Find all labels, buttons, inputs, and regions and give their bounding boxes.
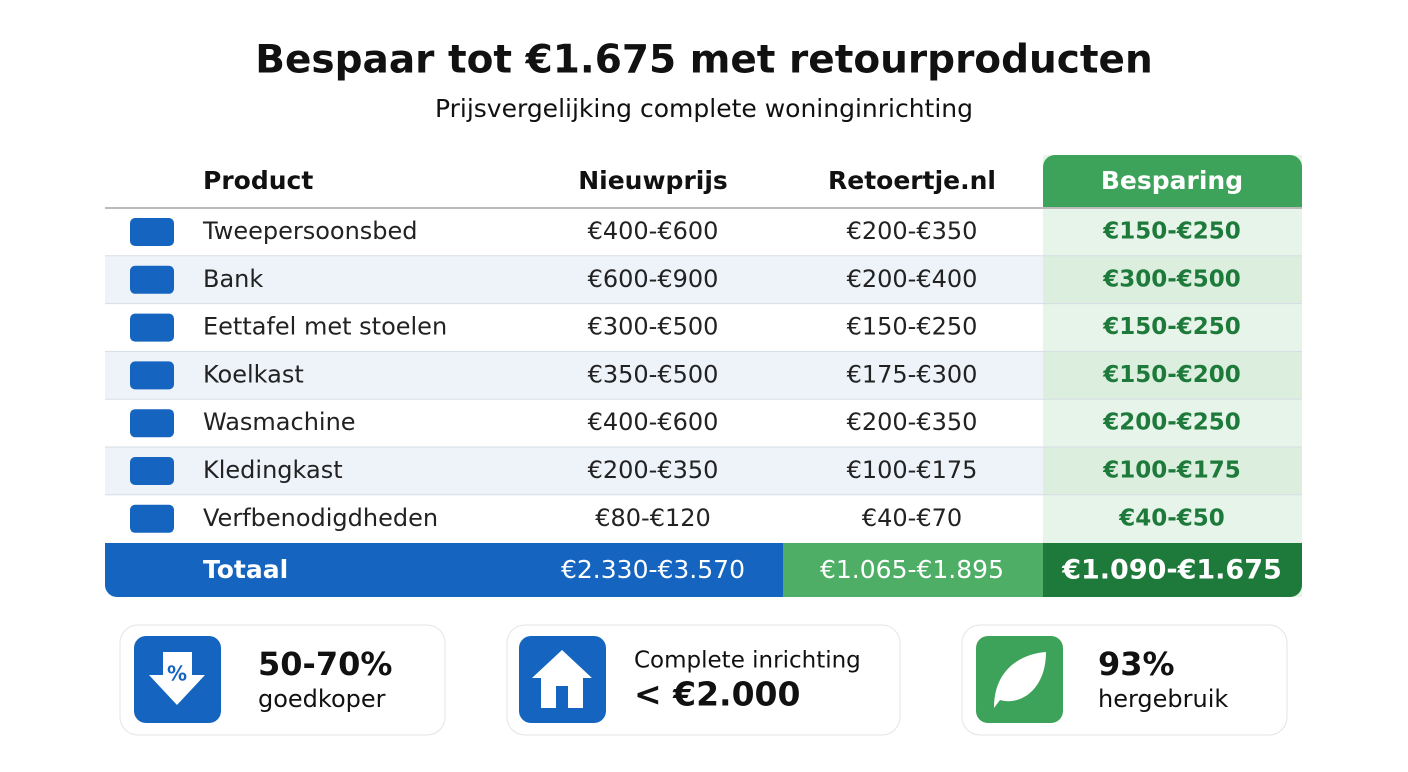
- total-cell: €2.330-€3.570: [561, 555, 745, 584]
- percent-sign: %: [167, 662, 187, 686]
- cards: [119, 624, 1288, 736]
- product-name: Bank: [203, 265, 263, 293]
- price: €100-€175: [1102, 458, 1241, 484]
- card-label: hergebruik: [1098, 685, 1228, 713]
- row-band: [105, 447, 1043, 495]
- price: €600-€900: [588, 265, 719, 293]
- price: €400-€600: [588, 217, 719, 245]
- product-icon: [130, 361, 174, 390]
- product-icon: [130, 409, 174, 438]
- price: €300-€500: [1102, 266, 1241, 292]
- total-cell: Totaal: [203, 555, 288, 584]
- price: €40-€50: [1118, 505, 1225, 531]
- product-icon: [130, 504, 174, 533]
- card-label: Complete inrichting: [634, 648, 861, 674]
- price: €400-€600: [588, 408, 719, 436]
- product-icon: [130, 313, 174, 342]
- total-new: [105, 543, 783, 597]
- price: €150-€200: [1102, 362, 1241, 388]
- price: €40-€70: [862, 504, 962, 532]
- price: €150-€250: [847, 313, 978, 341]
- product-name: Kledingkast: [203, 456, 343, 484]
- price: €200-€350: [588, 456, 719, 484]
- house: [532, 650, 592, 708]
- row-band: [1043, 255, 1302, 304]
- product-icon: [130, 265, 174, 294]
- total-savings: [1043, 543, 1302, 597]
- card-value: 93%: [1098, 645, 1175, 683]
- card-label: goedkoper: [258, 685, 386, 713]
- price: €200-€350: [847, 408, 978, 436]
- total-cell: €1.090-€1.675: [1061, 555, 1282, 586]
- row-band: [105, 351, 1043, 400]
- card-value: < €2.000: [634, 675, 800, 714]
- price: €200-€350: [847, 217, 978, 245]
- product-name: Koelkast: [203, 360, 304, 388]
- price: €200-€400: [847, 265, 978, 293]
- price: €150-€250: [1102, 219, 1241, 245]
- column-header: Nieuwprijs: [578, 166, 728, 195]
- product-name: Verfbenodigdheden: [203, 504, 438, 532]
- title: Bespaar tot €1.675 met retourproducten: [255, 38, 1153, 83]
- price: €175-€300: [847, 360, 978, 388]
- price: €300-€500: [588, 313, 719, 341]
- price: €350-€500: [588, 360, 719, 388]
- product-icon: [130, 457, 174, 485]
- total-retoertje: [783, 543, 1043, 597]
- product-name: Wasmachine: [203, 408, 356, 436]
- door: [556, 686, 568, 708]
- column-header: Product: [203, 166, 313, 195]
- arrow: [149, 652, 205, 705]
- row-band: [1043, 447, 1302, 495]
- price: €150-€250: [1102, 314, 1241, 340]
- leaf: [994, 652, 1046, 708]
- row-band: [105, 255, 1043, 304]
- total-cell: €1.065-€1.895: [820, 555, 1004, 584]
- column-header: Besparing: [1101, 166, 1243, 195]
- price: €100-€175: [847, 456, 978, 484]
- price: €80-€120: [595, 504, 711, 532]
- product-name: Eettafel met stoelen: [203, 313, 447, 341]
- row-band: [1043, 351, 1302, 400]
- savings-header: [1043, 155, 1302, 207]
- subtitle: Prijsvergelijking complete woninginricht…: [435, 94, 973, 123]
- product-icon: [130, 218, 174, 246]
- product-name: Tweepersoonsbed: [202, 217, 418, 245]
- price: €200-€250: [1102, 410, 1241, 436]
- card-value: 50-70%: [258, 645, 392, 683]
- column-header: Retoertje.nl: [828, 166, 996, 195]
